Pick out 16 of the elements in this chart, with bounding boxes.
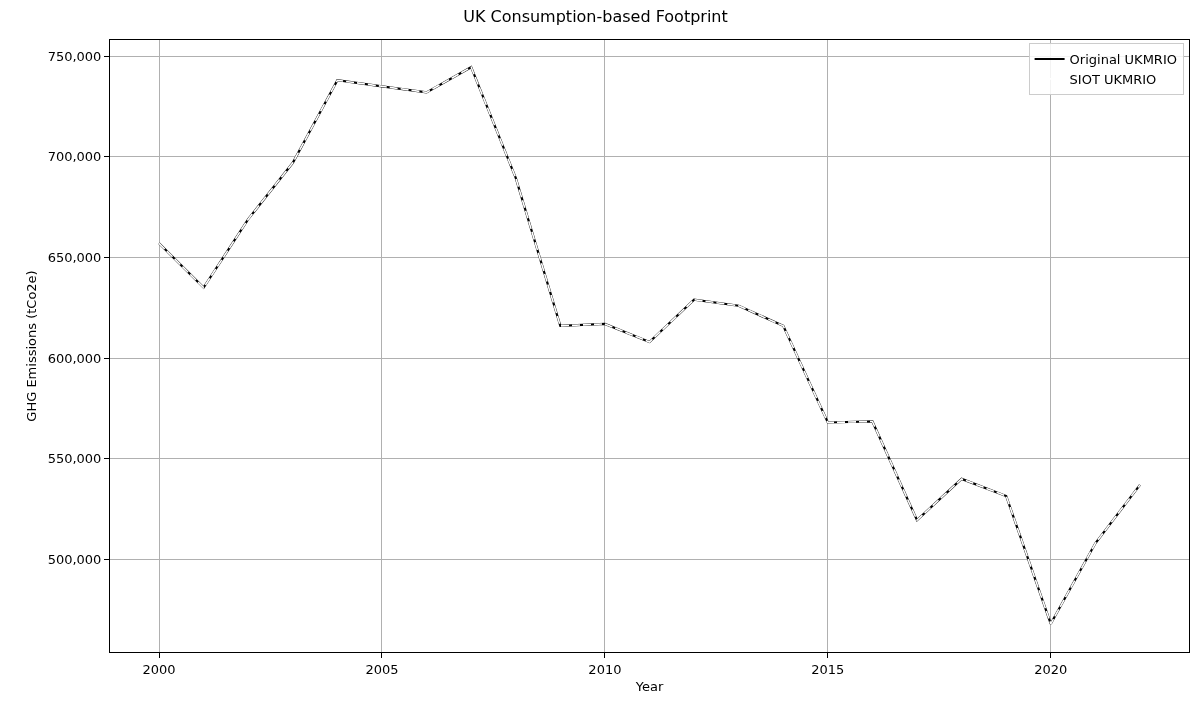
y-tick-label: 600,000 (47, 350, 102, 366)
legend-label: Original UKMRIO (1069, 52, 1177, 68)
x-tick-label: 2020 (1034, 661, 1068, 677)
x-axis-title: Year (634, 679, 664, 695)
x-tick-label: 2000 (142, 661, 176, 677)
x-tick-label: 2015 (811, 661, 845, 677)
y-tick-label: 750,000 (47, 48, 102, 64)
y-tick-label: 500,000 (47, 551, 102, 567)
chart-title: UK Consumption-based Footprint (463, 6, 728, 26)
y-axis-title: GHG Emissions (tCo2e) (23, 270, 39, 422)
x-tick-label: 2005 (365, 661, 399, 677)
y-tick-label: 700,000 (47, 149, 102, 165)
y-tick-label: 550,000 (47, 451, 102, 467)
legend-label: SIOT UKMRIO (1069, 71, 1157, 87)
x-tick-label: 2010 (588, 661, 622, 677)
y-tick-label: 650,000 (47, 249, 102, 265)
